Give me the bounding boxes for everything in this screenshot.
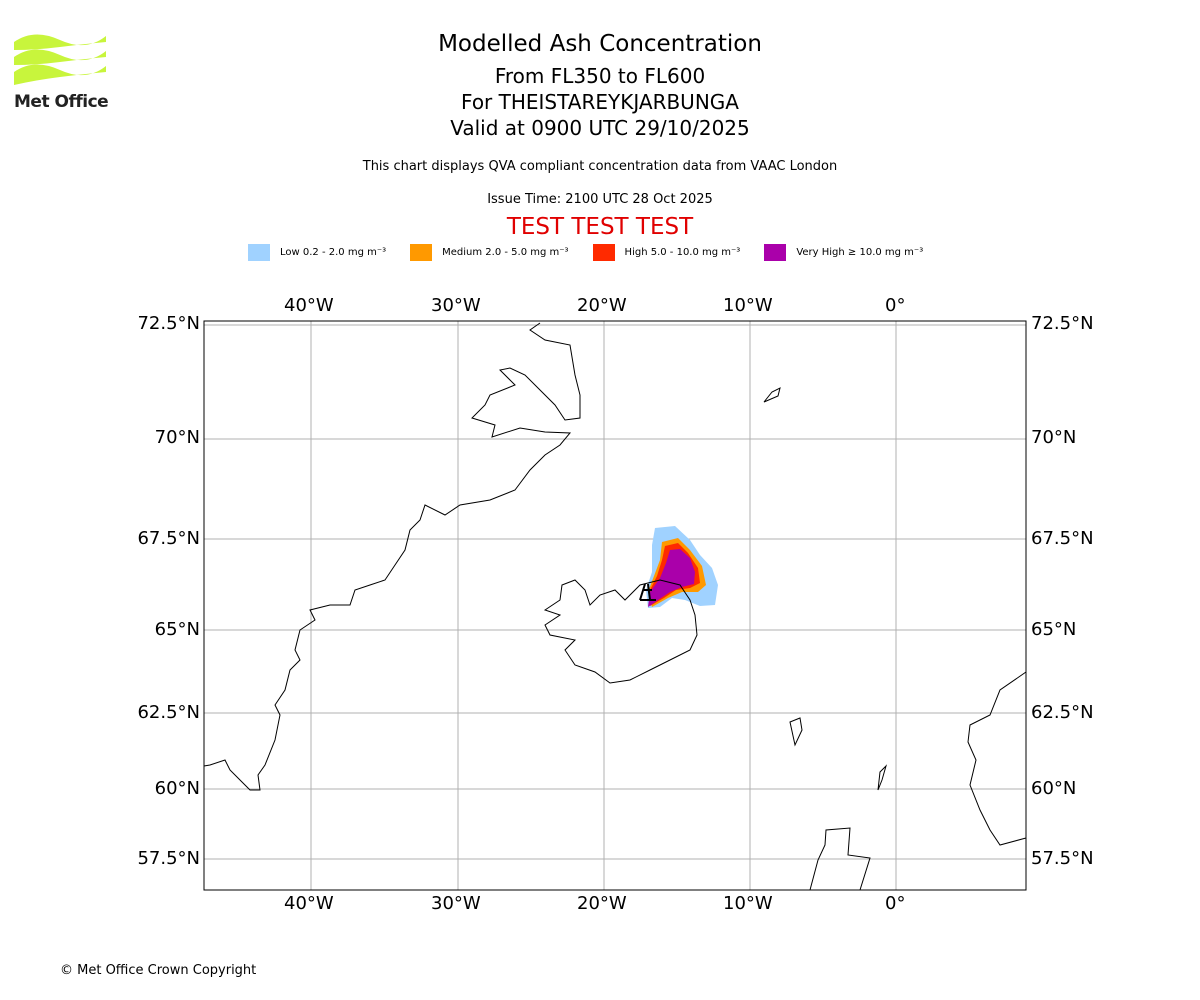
y-tick: 70°N	[154, 427, 200, 448]
legend-swatch	[764, 244, 787, 261]
iceland-coast	[543, 579, 698, 684]
x-tick: 20°W	[577, 295, 627, 316]
x-tick: 0°	[885, 893, 906, 914]
shetland-coast	[877, 764, 888, 791]
y-tick: 65°N	[1031, 619, 1077, 640]
met-office-waves-icon	[14, 34, 106, 85]
subtitle: This chart displays QVA compliant concen…	[362, 159, 838, 174]
legend-label: Very High ≥ 10.0 mg m⁻³	[796, 247, 924, 258]
faroe-coast	[789, 717, 803, 747]
greenland-coast	[203, 322, 581, 791]
y-tick: 57.5°N	[1031, 848, 1094, 869]
x-tick: 30°W	[431, 295, 481, 316]
legend-item-low: Low 0.2 - 2.0 mg m⁻³	[248, 244, 386, 261]
x-tick: 40°W	[284, 893, 334, 914]
x-tick: 10°W	[723, 295, 773, 316]
valid-time: Valid at 0900 UTC 29/10/2025	[450, 116, 750, 140]
legend-swatch	[592, 244, 615, 261]
flight-levels: From FL350 to FL600	[494, 64, 706, 88]
norway-coast	[967, 671, 1027, 846]
coastlines	[203, 322, 1027, 891]
scotland-coast	[809, 827, 871, 891]
copyright: © Met Office Crown Copyright	[60, 963, 257, 978]
test-banner: TEST TEST TEST	[506, 214, 694, 240]
y-tick: 67.5°N	[1031, 528, 1094, 549]
chart-title: Modelled Ash Concentration	[438, 31, 762, 57]
y-tick: 62.5°N	[137, 702, 200, 723]
y-tick: 65°N	[154, 619, 200, 640]
x-tick: 20°W	[577, 893, 627, 914]
ash-plume	[646, 526, 718, 608]
legend-item-high: High 5.0 - 10.0 mg m⁻³	[592, 244, 741, 261]
logo-text: Met Office	[14, 92, 109, 112]
legend-item-very-high: Very High ≥ 10.0 mg m⁻³	[764, 244, 923, 261]
legend-label: Medium 2.0 - 5.0 mg m⁻³	[442, 247, 569, 258]
legend-label: Low 0.2 - 2.0 mg m⁻³	[280, 247, 387, 258]
x-tick: 30°W	[431, 893, 481, 914]
y-tick: 60°N	[154, 778, 200, 799]
legend: Low 0.2 - 2.0 mg m⁻³ Medium 2.0 - 5.0 mg…	[248, 244, 947, 261]
gridlines	[204, 321, 1026, 890]
map-frame	[203, 320, 1027, 891]
y-tick: 60°N	[1031, 778, 1077, 799]
jan-mayen-coast	[763, 387, 781, 403]
y-tick: 72.5°N	[1031, 313, 1094, 334]
y-tick: 62.5°N	[1031, 702, 1094, 723]
legend-item-medium: Medium 2.0 - 5.0 mg m⁻³	[410, 244, 569, 261]
y-tick: 72.5°N	[137, 313, 200, 334]
legend-swatch	[248, 244, 270, 261]
y-tick: 70°N	[1031, 427, 1077, 448]
y-tick: 67.5°N	[137, 528, 200, 549]
met-office-logo: Met Office	[14, 30, 109, 112]
x-tick: 0°	[885, 295, 906, 316]
issue-time: Issue Time: 2100 UTC 28 Oct 2025	[487, 192, 713, 207]
ash-very-high	[648, 549, 695, 607]
x-tick: 10°W	[723, 893, 773, 914]
x-tick: 40°W	[284, 295, 334, 316]
volcano-marker	[639, 583, 656, 601]
volcano-name: For THEISTAREYKJARBUNGA	[461, 90, 739, 114]
legend-swatch	[410, 244, 433, 261]
y-tick: 57.5°N	[137, 848, 200, 869]
legend-label: High 5.0 - 10.0 mg m⁻³	[624, 247, 741, 258]
